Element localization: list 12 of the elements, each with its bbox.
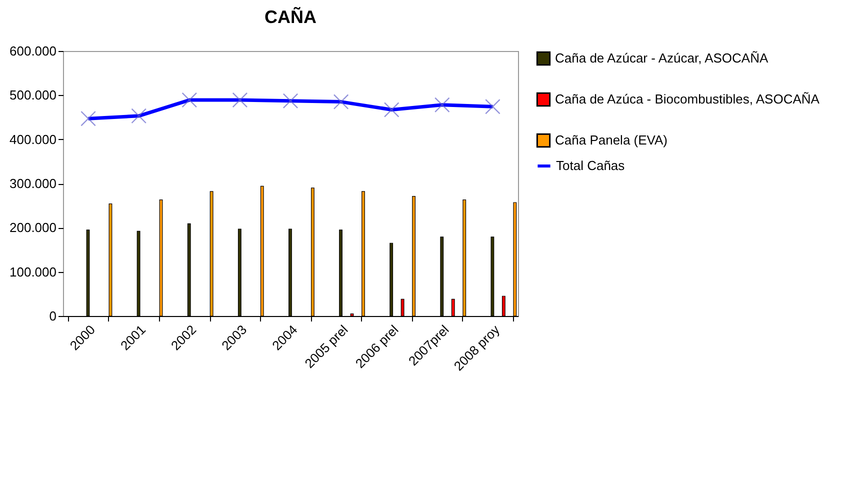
legend-label: Caña Panela (EVA) bbox=[555, 132, 668, 148]
y-tick-label: 600.000 bbox=[10, 44, 56, 58]
chart-title: CAÑA bbox=[264, 6, 316, 27]
y-tick-label: 0 bbox=[49, 308, 56, 324]
legend-label: Total Cañas bbox=[556, 158, 626, 173]
y-tick-label: 500.000 bbox=[10, 88, 56, 103]
y-tick-label: 100.000 bbox=[10, 264, 56, 280]
y-tick-label: 300.000 bbox=[10, 176, 56, 191]
y-tick-label: 200.000 bbox=[10, 220, 56, 236]
y-tick-label: 400.000 bbox=[10, 132, 56, 147]
legend-label: Caña de Azúcar - Azúcar, ASOCAÑA bbox=[555, 50, 768, 66]
legend-label: Caña de Azúca - Biocombustibles, ASOCAÑA bbox=[555, 92, 820, 106]
